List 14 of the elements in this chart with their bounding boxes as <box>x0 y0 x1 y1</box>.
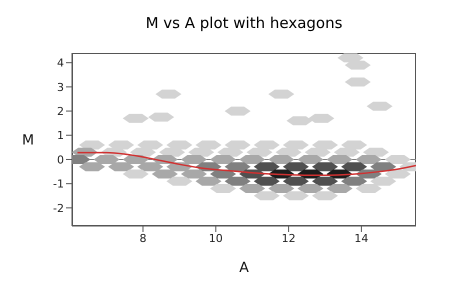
y-tick-label: 2 <box>57 104 64 118</box>
y-axis-title: M <box>22 132 34 148</box>
y-tick-label: 3 <box>57 80 64 94</box>
y-tick-label: -1 <box>53 178 64 191</box>
y-tick-label: 4 <box>57 56 64 70</box>
y-tick-label: 0 <box>57 153 64 166</box>
chart-title: M vs A plot with hexagons <box>144 14 344 32</box>
x-tick-label: 14 <box>354 232 368 245</box>
x-tick-label: 8 <box>139 232 146 245</box>
y-tick-label: 1 <box>57 129 64 142</box>
y-tick-label: -2 <box>53 202 64 215</box>
x-tick-label: 10 <box>208 232 223 245</box>
x-tick-label: 12 <box>282 232 296 245</box>
x-axis-title: A <box>239 260 250 276</box>
